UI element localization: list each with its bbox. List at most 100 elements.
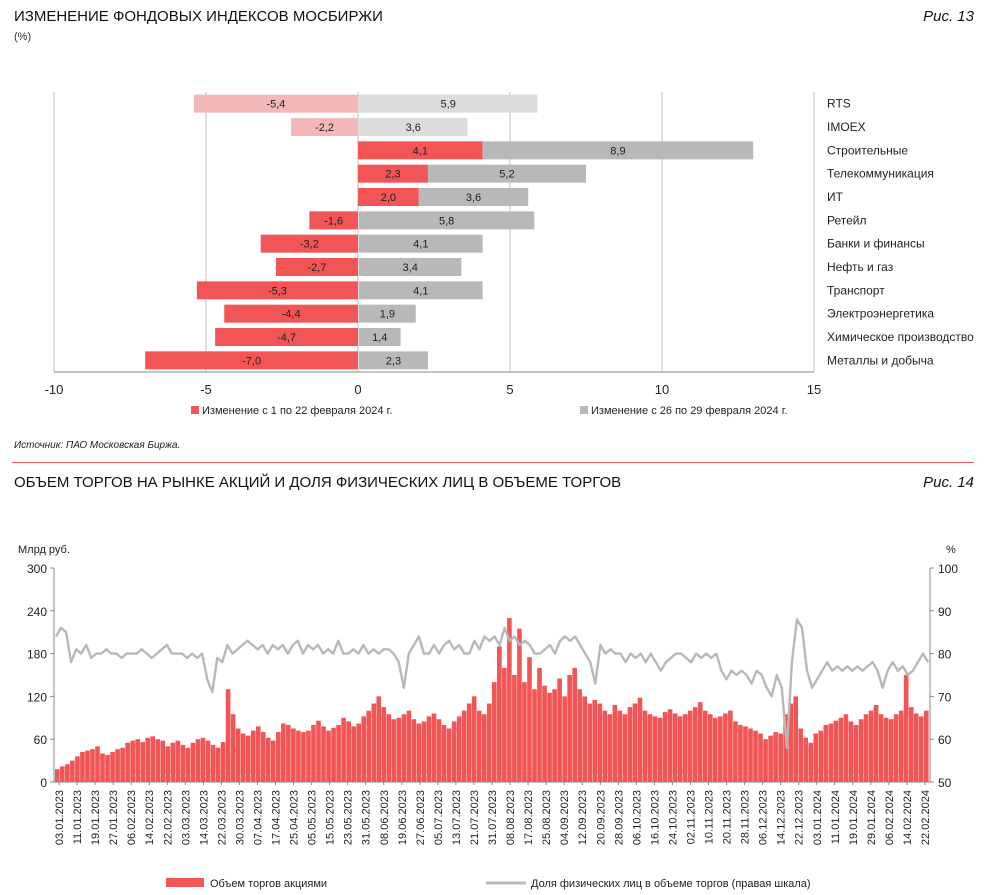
chart2-volume-bar (823, 724, 829, 782)
chart2-right-tick: 60 (938, 733, 952, 747)
chart2-volume-bar (356, 723, 362, 782)
chart2-volume-bar (667, 709, 673, 782)
chart1-bar-s1-label: 4,1 (413, 145, 428, 157)
chart2-x-tick: 15.05.2023 (325, 790, 337, 845)
chart1-x-tick: -10 (45, 382, 64, 397)
chart2-x-tick: 31.07.2023 (487, 790, 499, 845)
chart2-volume-bar (547, 692, 552, 782)
chart2-volume-bar (336, 724, 341, 782)
chart2-volume-bar (778, 733, 783, 782)
chart2-volume-bar (672, 713, 678, 782)
chart2-volume-bar (446, 728, 452, 782)
chart1-x-tick: 5 (506, 382, 513, 397)
chart2-volume-bar (341, 717, 346, 782)
chart2-volume-bar (642, 710, 648, 782)
chart2-x-tick: 20.09.2023 (595, 790, 607, 845)
chart2-volume-bar (763, 739, 768, 782)
chart1-bar-s2-label: 1,9 (380, 309, 395, 321)
chart2-volume-bar (492, 682, 497, 782)
chart2-x-tick: 19.01.2024 (848, 790, 860, 845)
chart2-volume-bar (612, 704, 618, 782)
chart2-volume-bar (361, 716, 367, 782)
chart2-volume-bar (903, 675, 909, 782)
chart2-x-tick: 22.02.2023 (162, 790, 174, 845)
chart1-bar-s1 (358, 141, 483, 160)
chart2-volume-bar (542, 685, 547, 782)
chart2-x-tick: 19.06.2023 (397, 790, 409, 845)
chart2-volume-bar (376, 696, 382, 782)
chart2-volume-bar (476, 710, 482, 782)
chart1-category-label: Нефть и газ (827, 260, 894, 274)
chart2-volume-bar (512, 675, 517, 782)
chart2-volume-bar (687, 710, 693, 782)
chart2-x-tick: 20.11.2023 (722, 790, 734, 844)
chart2-x-tick: 07.04.2023 (252, 790, 264, 845)
chart1-bar-s2-label: 3,6 (406, 122, 421, 134)
chart2-volume-bar (321, 726, 326, 782)
chart2-volume-bar (331, 727, 336, 782)
chart2-left-tick: 180 (27, 648, 47, 662)
chart2-right-unit: % (946, 544, 956, 556)
chart1-bar-s2 (359, 118, 468, 136)
chart1-bar-s2 (359, 281, 483, 300)
chart1-bar-s2-label: 5,8 (439, 215, 454, 227)
chart2-volume-bar (582, 696, 588, 782)
chart2-volume-bar (135, 739, 140, 782)
chart1-category-label: Телекоммуникация (827, 167, 934, 181)
chart2-volume-bar (768, 735, 773, 782)
chart2-volume-bar (115, 749, 120, 782)
chart2-right-tick: 80 (938, 648, 952, 662)
chart2-volume-bar (165, 746, 171, 782)
chart1-x-tick: 10 (655, 382, 669, 397)
chart2-volume-bar (738, 724, 743, 782)
chart2-right-tick: 50 (938, 776, 952, 790)
chart1-x-tick: 0 (354, 382, 361, 397)
chart1-bar-s2-label: 4,1 (413, 285, 428, 297)
chart1-bar-s1-label: -7,0 (242, 355, 261, 367)
chart1-category-label: Металлы и добыча (827, 353, 934, 367)
chart2-x-tick: 22.03.2023 (216, 790, 228, 845)
chart2-volume-bar (838, 717, 844, 782)
chart2-volume-bar (351, 726, 356, 782)
chart2-x-tick: 31.05.2023 (361, 790, 373, 845)
chart1-bar-s2 (359, 258, 462, 276)
chart2-volume-bar (753, 730, 758, 782)
chart2-volume-bar (120, 747, 125, 782)
chart2-volume-bar (215, 747, 221, 782)
chart2-volume-bar (783, 714, 788, 782)
chart2-x-tick: 19.01.2023 (90, 790, 102, 845)
chart2-volume-bar (537, 667, 542, 782)
chart2-x-tick: 06.02.2023 (126, 790, 138, 845)
chart2-volume-bar (145, 737, 151, 782)
chart2-left-tick: 300 (27, 562, 47, 576)
chart2-volume-bar (195, 739, 201, 782)
chart2-volume-bar (461, 710, 467, 782)
chart2-volume-bar (60, 766, 65, 782)
chart2-volume-bar (627, 707, 633, 782)
chart2-volume-bar (421, 721, 427, 782)
chart2-volume-bar (908, 707, 914, 782)
chart2-volume-bar (848, 721, 854, 782)
chart2-x-tick: 02.11.2023 (685, 790, 697, 844)
chart2-volume-bar (617, 710, 623, 782)
chart2-left-tick: 60 (34, 733, 48, 747)
chart2-volume-bar (296, 730, 301, 782)
chart2-volume-bar (808, 742, 814, 782)
chart2-volume-bar (125, 742, 130, 782)
chart1-x-tick: -5 (200, 382, 212, 397)
chart2-volume-bar (713, 717, 718, 782)
chart2-x-tick: 14.12.2023 (776, 790, 788, 845)
chart2-x-tick: 11.01.2023 (72, 790, 84, 844)
chart2-x-tick: 17.04.2023 (271, 790, 283, 845)
chart2-volume-bar (240, 733, 246, 782)
chart1-bar-s1 (358, 164, 428, 183)
chart2-volume-bar (471, 696, 477, 782)
chart1-bar-s2 (359, 304, 416, 323)
chart1-bar-s2-label: 4,1 (413, 239, 428, 251)
chart2-volume-bar (883, 717, 889, 782)
chart2-volume-bar (75, 756, 80, 782)
chart2-volume-bar (813, 733, 819, 782)
chart2-volume-bar (723, 713, 728, 782)
chart2-volume-bar (65, 764, 70, 782)
